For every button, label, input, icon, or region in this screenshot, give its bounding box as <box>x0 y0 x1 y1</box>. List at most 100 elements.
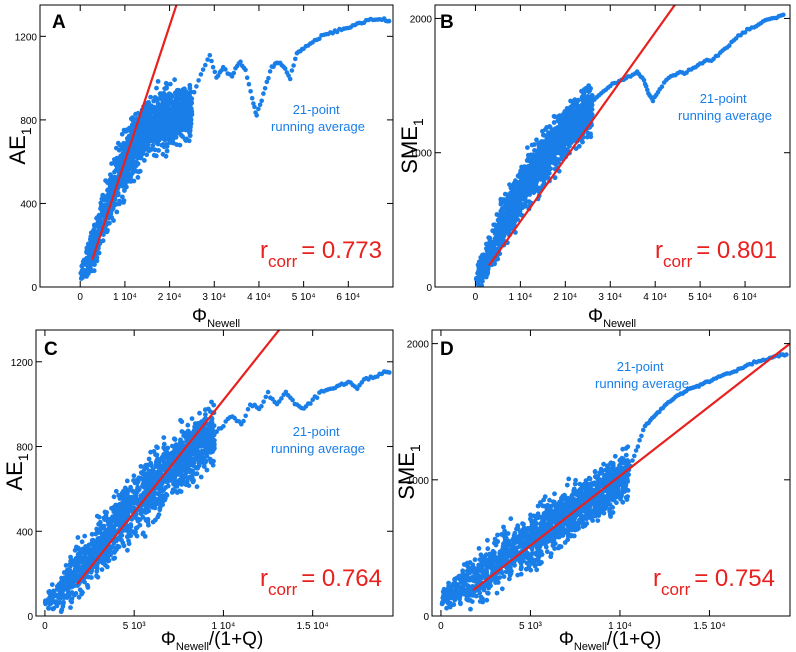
panel-c-scatter-point <box>114 511 120 516</box>
panel-a-average-point <box>223 67 228 72</box>
panel-c-scatter-point <box>138 464 144 469</box>
panel-a-scatter-point <box>121 198 127 204</box>
panel-b-scatter-point <box>532 187 538 193</box>
panel-c-plot-frame <box>35 329 394 617</box>
panel-c-scatter-point <box>125 513 130 519</box>
panel-b-scatter-point <box>516 194 521 199</box>
panel-c-scatter-point <box>60 578 66 583</box>
panel-c-scatter-point <box>191 478 197 483</box>
panel-a-scatter-point <box>171 102 176 108</box>
panel-c-scatter-point <box>94 530 100 536</box>
panel-a-average-point <box>246 81 252 87</box>
panel-c-average-point <box>243 413 248 419</box>
panel-c-scatter-point <box>58 609 64 615</box>
panel-b-scatter-point <box>547 124 553 130</box>
panel-a-scatter-point <box>130 167 136 172</box>
panel-a-average-point <box>194 84 199 89</box>
panel-b-scatter-point <box>499 206 505 212</box>
panel-a-scatter-point <box>154 85 159 91</box>
panel-b-scatter-point <box>583 94 589 100</box>
panel-c-scatter-point <box>125 509 131 515</box>
panel-c-scatter-point <box>54 601 60 607</box>
panel-c-scatter-point <box>91 547 97 552</box>
panel-c-scatter-point <box>76 554 82 560</box>
panel-a-average-point <box>200 67 206 72</box>
panel-a-average-point <box>257 102 263 108</box>
panel-a-scatter-point <box>187 133 193 138</box>
panel-d-scatter-point <box>566 476 572 482</box>
panel-c-scatter-point <box>84 545 90 550</box>
panel-c-scatter-point <box>155 463 161 469</box>
panel-a-scatter-point <box>127 125 132 131</box>
panel-b-scatter-point <box>517 206 523 212</box>
panel-a-scatter-point <box>144 131 150 137</box>
panel-b-scatter-point <box>530 156 536 161</box>
panel-c-scatter-point <box>97 519 103 525</box>
panel-c-y-tick-label: 400 <box>16 527 33 538</box>
panel-c-scatter-point <box>136 475 142 481</box>
panel-c-scatter-point <box>73 591 79 596</box>
panel-c-scatter-point <box>182 456 188 461</box>
panel-c-scatter-point <box>183 471 188 477</box>
panel-c-scatter-point <box>112 555 118 561</box>
panel-c-scatter-point <box>50 606 56 612</box>
panel-a-scatter-point <box>123 174 129 179</box>
panel-a-average-point <box>243 67 248 73</box>
panel-b-scatter-point <box>580 97 586 103</box>
panel-c-scatter-point <box>197 410 202 416</box>
panel-b-scatter-point <box>516 174 522 180</box>
panel-c-scatter-point <box>160 499 166 504</box>
panel-c-scatter-point <box>46 589 52 595</box>
panel-c-scatter-point <box>115 521 120 527</box>
panel-c-average-point <box>279 396 284 401</box>
panel-c-scatter-point <box>206 435 211 441</box>
panel-a-scatter-point <box>186 112 192 117</box>
panel-c-scatter-point <box>156 512 162 517</box>
panel-c-x-tick-label: 5 10³ <box>123 621 146 632</box>
panel-c-scatter-point <box>142 485 148 491</box>
panel-c-scatter-point <box>154 452 160 458</box>
panel-a-scatter-point <box>131 121 137 126</box>
panel-a-scatter-point <box>94 255 100 260</box>
panel-b-x-tick-label: 2 10⁴ <box>553 292 577 303</box>
panel-a-average-point <box>289 68 295 73</box>
panel-c-scatter-point <box>190 458 195 464</box>
panel-a-scatter-point <box>174 114 180 120</box>
panel-c-scatter-point <box>57 586 63 592</box>
panel-c-scatter-point <box>148 460 154 466</box>
panel-a-scatter-point <box>163 153 169 159</box>
panel-a-scatter-point <box>150 143 156 149</box>
panel-c-scatter-point <box>72 547 78 553</box>
panel-c-scatter-point <box>159 481 165 486</box>
panel-b-scatter-point <box>494 239 500 245</box>
panel-a-average-point <box>259 98 265 104</box>
panel-c-scatter-point <box>211 402 217 408</box>
panel-a-scatter-point <box>163 80 169 86</box>
panel-a-scatter-point <box>80 275 86 280</box>
panel-c-scatter-point <box>203 458 209 464</box>
panel-c-scatter-point <box>113 502 119 508</box>
panel-a-scatter-point <box>135 175 141 180</box>
panel-a-scatter-point <box>159 132 165 138</box>
panel-b-scatter-point <box>551 120 557 125</box>
panel-b-scatter-point <box>483 254 489 260</box>
panel-c-scatter-point <box>94 573 99 579</box>
panel-a-y-tick-label: 0 <box>31 283 37 294</box>
panel-c-scatter-point <box>125 547 130 553</box>
panel-c-scatter-point <box>115 543 120 549</box>
panel-a-average-point <box>212 69 218 75</box>
panel-b-scatter-point <box>552 175 558 181</box>
panel-c-scatter-point <box>138 470 144 476</box>
panel-b-scatter-point <box>536 172 542 178</box>
panel-c-scatter-point <box>152 477 158 483</box>
panel-b-scatter-point <box>501 237 506 243</box>
panel-c-scatter-point <box>185 458 191 464</box>
panel-c-scatter-point <box>172 437 178 442</box>
panel-a-scatter-point <box>117 142 123 148</box>
panel-a-average-point <box>282 66 288 71</box>
panel-b-correlation: rcorr = 0.801 <box>655 237 777 271</box>
panel-b-scatter-point <box>486 235 492 241</box>
panel-c-scatter-point <box>96 514 102 520</box>
